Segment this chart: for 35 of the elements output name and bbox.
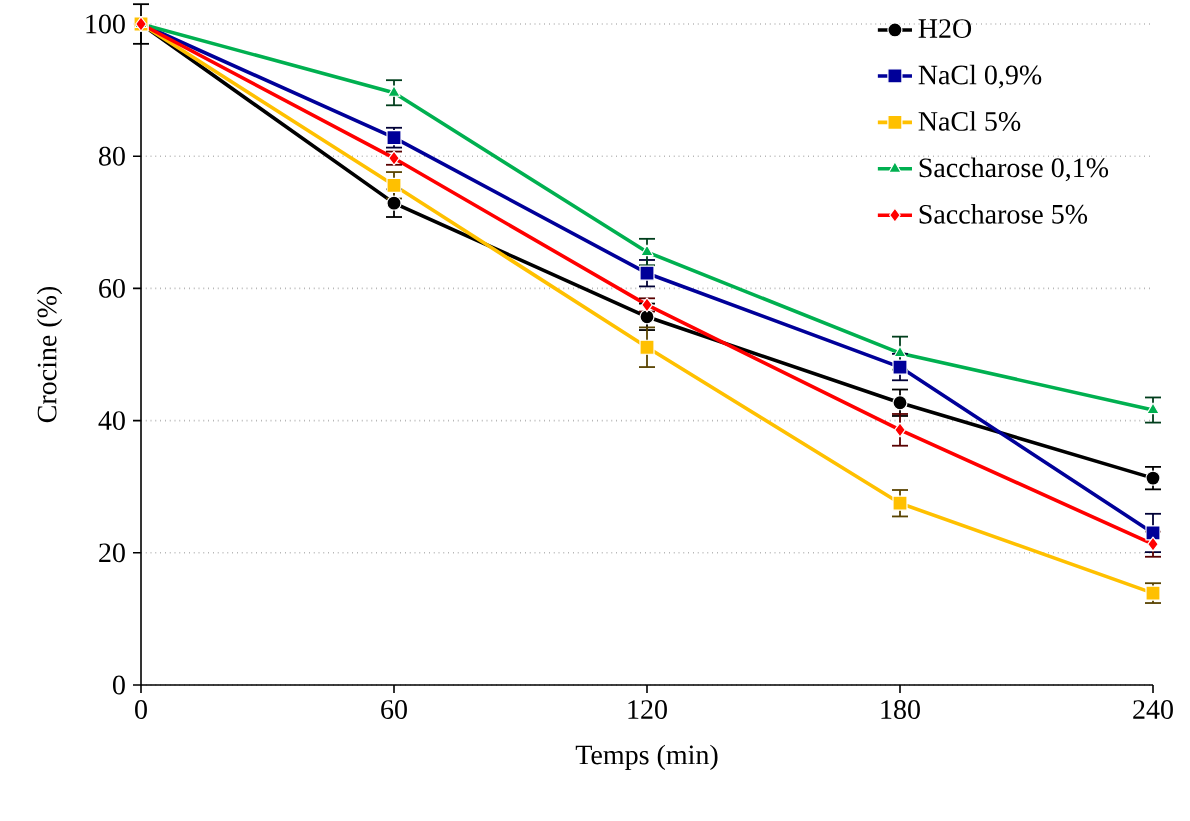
y-tick-label: 20 <box>99 543 125 563</box>
point <box>893 345 907 358</box>
y-tick-label: 0 <box>113 675 125 695</box>
point <box>1145 525 1161 541</box>
point <box>1147 536 1159 552</box>
point <box>892 495 908 511</box>
y-tick-label: 80 <box>99 146 125 166</box>
y-axis-title: Crocine (%) <box>36 286 63 423</box>
legend-label: NaCl 0,9% <box>918 64 1042 89</box>
legend-label: NaCl 5% <box>918 111 1021 131</box>
y-tick-label: 60 <box>99 278 125 298</box>
x-tick-label: 240 <box>1133 700 1173 719</box>
y-tick-label: 40 <box>98 411 125 431</box>
x-tick-label: 60 <box>381 700 407 719</box>
point <box>387 85 401 97</box>
point <box>1146 402 1160 415</box>
x-axis-title: Temps (min) <box>575 744 718 771</box>
point <box>639 339 655 355</box>
point <box>386 130 402 146</box>
point <box>894 422 906 438</box>
point <box>639 265 655 281</box>
point <box>639 309 655 325</box>
point <box>386 195 402 211</box>
legend-label: H2O <box>918 19 972 38</box>
point <box>386 177 402 193</box>
point <box>892 359 908 375</box>
legend-label: Saccharose 0,1% <box>919 157 1109 182</box>
x-tick-label: 120 <box>628 700 667 719</box>
x-tick-label: 0 <box>135 700 147 719</box>
point <box>892 395 908 411</box>
point <box>640 244 654 257</box>
x-tick-label: 180 <box>881 700 920 719</box>
point <box>1145 470 1161 486</box>
legend-label: Saccharose 5% <box>919 203 1088 224</box>
y-tick-label: 100 <box>86 14 125 34</box>
